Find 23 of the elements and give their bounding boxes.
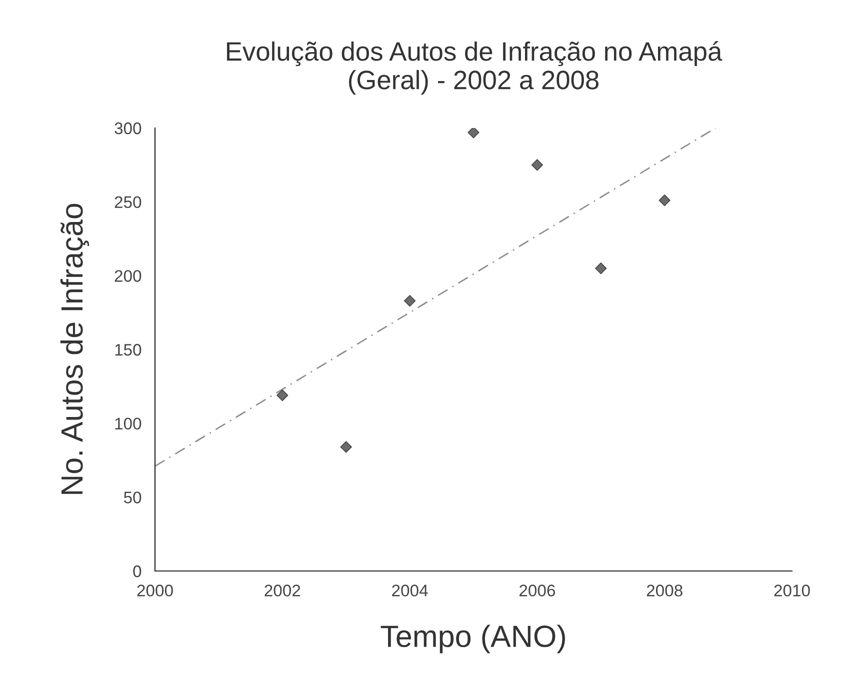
y-tick-label: 0 (133, 565, 142, 578)
x-axis-title: Tempo (ANO) (380, 624, 565, 654)
chart-title: Evolução dos Autos de Infração no Amapá (Geral) - 2002 a 2008 (227, 41, 722, 95)
x-tick-label: 2006 (520, 584, 556, 596)
y-tick-label: 200 (114, 270, 142, 282)
point (595, 262, 607, 274)
y-axis-title: No. Autos de Infração (60, 204, 89, 494)
y-tick-label: 250 (114, 196, 142, 208)
point (404, 294, 416, 307)
point (340, 441, 352, 453)
point (531, 159, 543, 171)
x-tick-label: 2000 (137, 584, 173, 596)
y-tick-label: 150 (115, 344, 142, 356)
x-tick-label: 2004 (392, 584, 428, 596)
y-tick-label: 50 (124, 492, 142, 504)
point (276, 389, 288, 402)
y-tick-label: 300 (114, 122, 142, 134)
point (658, 194, 670, 206)
x-tick-label: 2010 (774, 584, 810, 596)
point (468, 128, 480, 138)
x-tick-label: 2002 (264, 584, 300, 596)
x-tick-label: 2008 (646, 584, 682, 596)
y-tick-label: 100 (115, 418, 142, 430)
